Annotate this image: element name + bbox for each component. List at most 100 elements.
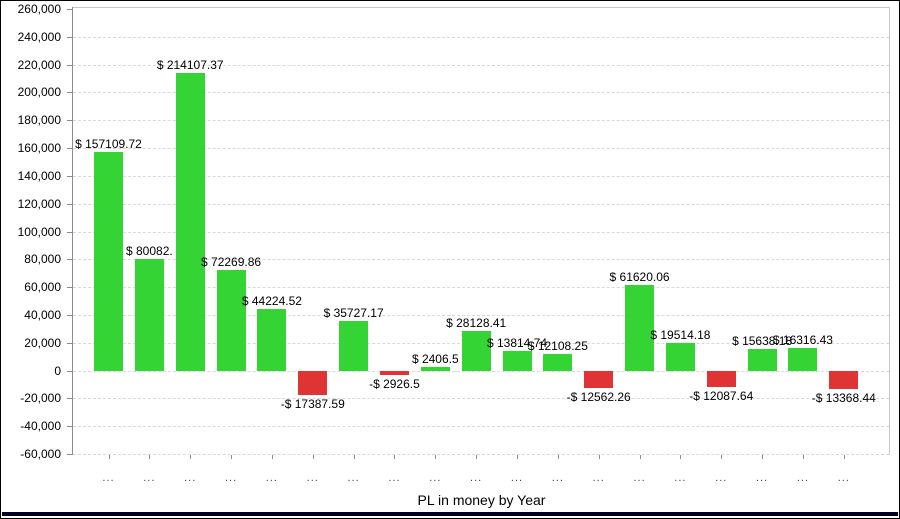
- y-axis-label: 60,000: [24, 280, 61, 294]
- y-axis-label: 120,000: [17, 197, 61, 211]
- y-axis-tick: [67, 120, 72, 121]
- x-axis-tick: [109, 455, 110, 459]
- x-axis-tick: [762, 455, 763, 459]
- profit-bar: [543, 353, 573, 371]
- x-axis-label: ...: [470, 472, 483, 484]
- loss-bar: [584, 370, 614, 389]
- gridline: [73, 315, 889, 316]
- y-axis-label: 140,000: [17, 169, 61, 183]
- y-axis-label: 240,000: [17, 30, 61, 44]
- bar-value-label: $ 13814.74: [486, 336, 548, 351]
- y-axis-tick: [67, 398, 72, 399]
- bar-value-label: $ 72269.86: [201, 255, 262, 270]
- profit-bar: [94, 152, 123, 371]
- y-axis-label: -60,000: [20, 447, 61, 461]
- gridline: [73, 176, 889, 177]
- window-bottom-bar: [2, 512, 898, 516]
- x-axis-tick: [803, 455, 804, 459]
- gridline: [73, 259, 889, 260]
- x-axis-label: ...: [674, 472, 687, 484]
- x-axis-label: ...: [265, 472, 278, 484]
- y-axis-tick: [67, 37, 72, 38]
- x-axis-label: ...: [715, 472, 728, 484]
- x-axis-tick: [190, 455, 191, 459]
- bar-value-label: $ 2406.5: [411, 352, 459, 367]
- y-axis-tick: [67, 287, 72, 288]
- profit-bar: [134, 259, 164, 371]
- x-axis-label: ...: [306, 472, 319, 484]
- x-axis-label: ...: [510, 472, 524, 484]
- gridline: [73, 398, 889, 399]
- gridline: [73, 92, 889, 93]
- y-axis-tick: [67, 148, 72, 149]
- y-axis-tick: [67, 259, 72, 260]
- x-axis-tick: [231, 455, 232, 459]
- gridline: [73, 37, 889, 38]
- y-axis-label: 260,000: [17, 2, 61, 16]
- y-axis-tick: [67, 426, 72, 427]
- x-axis-tick: [313, 455, 314, 459]
- x-axis-tick: [599, 455, 600, 459]
- x-axis-label: ...: [796, 472, 810, 484]
- profit-bar: [420, 367, 450, 371]
- x-axis-tick: [640, 455, 641, 459]
- y-axis-label: 220,000: [17, 58, 61, 72]
- y-axis-tick: [67, 65, 72, 66]
- y-axis-tick: [67, 176, 72, 177]
- bar-value-label: $ 44224.52: [241, 294, 302, 309]
- plot-border-right: [889, 7, 890, 455]
- x-axis-label: ...: [429, 472, 442, 484]
- x-axis-tick: [354, 455, 355, 459]
- x-axis-label: ...: [756, 472, 769, 484]
- profit-bar: [461, 331, 491, 371]
- x-axis-label: ...: [388, 472, 401, 484]
- profit-bar: [175, 72, 205, 371]
- plot-border-top: [72, 7, 890, 8]
- y-axis-label: 200,000: [17, 85, 61, 99]
- gridline: [73, 371, 889, 372]
- profit-bar: [625, 284, 655, 371]
- y-axis-tick: [67, 232, 72, 233]
- y-axis-tick: [67, 343, 72, 344]
- x-axis-tick: [149, 455, 150, 459]
- gridline: [73, 65, 889, 66]
- x-axis-label: ...: [184, 472, 197, 484]
- gridline: [73, 204, 889, 205]
- bar-value-label: -$ 12562.26: [566, 390, 631, 405]
- gridline: [73, 454, 889, 455]
- x-axis-tick: [721, 455, 722, 459]
- x-axis-tick: [394, 455, 395, 459]
- profit-bar: [665, 343, 695, 371]
- x-axis-label: ...: [347, 472, 360, 484]
- bar-value-label: -$ 13368.44: [811, 391, 876, 406]
- y-axis-tick: [67, 9, 72, 10]
- x-axis-tick: [517, 455, 518, 459]
- bar-value-label: $ 19514.18: [650, 328, 711, 343]
- x-axis-tick: [844, 455, 845, 459]
- x-axis-label: ...: [837, 472, 850, 484]
- loss-bar: [379, 370, 409, 375]
- y-axis-label: 80,000: [24, 252, 61, 266]
- x-axis-tick: [435, 455, 436, 459]
- y-axis-label: 20,000: [24, 336, 61, 350]
- y-axis-label: 160,000: [17, 141, 61, 155]
- x-axis-tick: [558, 455, 559, 459]
- bar-value-label: -$ 17387.59: [280, 396, 345, 411]
- loss-bar: [298, 370, 328, 395]
- y-axis-tick: [67, 371, 72, 372]
- y-axis-label: -40,000: [20, 419, 61, 433]
- profit-bar: [502, 351, 532, 371]
- bar-value-label: -$ 12087.64: [689, 389, 754, 404]
- bar-value-label: $ 12108.25: [527, 338, 588, 353]
- x-axis-label: ...: [633, 472, 646, 484]
- x-axis-tick: [272, 455, 273, 459]
- y-axis-tick: [67, 315, 72, 316]
- gridline: [73, 287, 889, 288]
- y-axis-label: -20,000: [20, 391, 61, 405]
- profit-bar: [747, 348, 777, 371]
- bar-value-label: $ 16316.43: [772, 332, 833, 347]
- x-axis-label: ...: [551, 472, 564, 484]
- y-axis-label: 0: [54, 364, 61, 378]
